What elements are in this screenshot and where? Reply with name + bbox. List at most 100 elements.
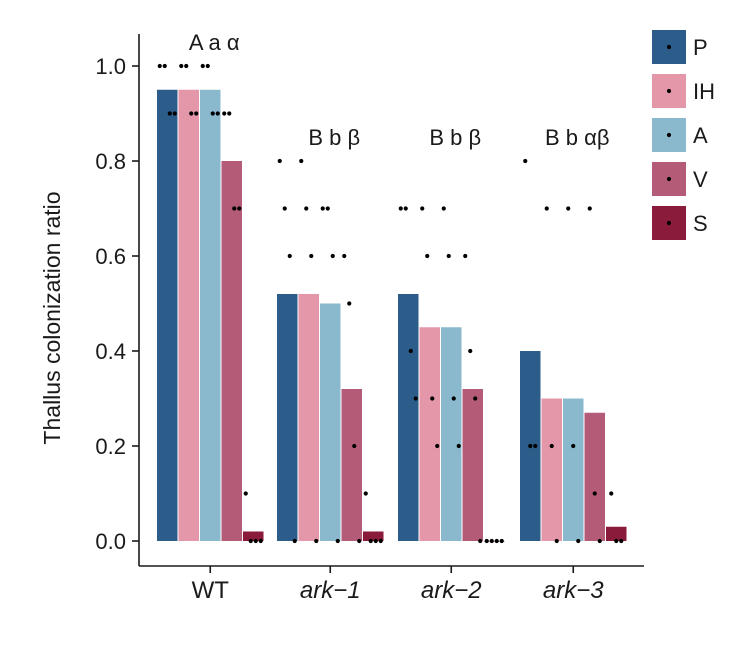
data-point: [403, 206, 408, 211]
data-point: [549, 443, 554, 449]
data-point: [484, 538, 489, 544]
data-point: [544, 206, 549, 211]
bar-ih-2: [298, 294, 319, 541]
axes-layer: [138, 34, 644, 567]
data-point: [347, 301, 352, 306]
legend: P IH AVS: [652, 30, 715, 240]
data-point: [200, 63, 205, 69]
x-ticks-layer: WT ark−1 ark−2 ark−3: [192, 566, 604, 604]
legend-label-a: A: [693, 123, 708, 148]
legend-dot: [666, 44, 672, 50]
data-point: [320, 206, 325, 211]
data-point: [478, 538, 483, 544]
bars-layer: [157, 89, 627, 542]
bar-ih-4: [541, 398, 562, 541]
data-point: [398, 206, 403, 211]
bar-a-4: [563, 398, 584, 541]
data-point: [172, 111, 177, 116]
bar-v-1: [221, 161, 242, 541]
data-point: [373, 538, 378, 544]
data-point: [282, 206, 287, 211]
data-point: [248, 538, 253, 544]
points-layer: [157, 63, 624, 544]
data-point: [587, 206, 592, 211]
data-point: [184, 63, 189, 69]
data-point: [277, 158, 282, 164]
bar-v-3: [462, 389, 483, 541]
y-ticks-layer: 0.0 0.2 0.4 0.6 0.8 1.0: [95, 54, 139, 554]
data-point: [237, 206, 242, 211]
data-point: [435, 443, 440, 449]
y-tick-label: 1.0: [95, 54, 126, 79]
x-tick-label: ark−2: [421, 577, 482, 604]
significance-label: B b β: [308, 125, 360, 150]
data-point: [210, 111, 215, 116]
y-axis-label: Thallus colonization ratio: [39, 191, 65, 444]
data-point: [451, 396, 456, 401]
x-tick-label: ark−3: [543, 577, 604, 604]
bar-p-2: [277, 294, 298, 541]
data-point: [619, 538, 624, 544]
legend-label-v: V: [693, 167, 708, 192]
legend-label-p: P: [693, 35, 708, 60]
data-point: [468, 348, 473, 354]
data-point: [523, 158, 528, 164]
legend-dot: [666, 132, 672, 138]
data-point: [215, 111, 220, 116]
legend-label-ih: IH: [693, 79, 715, 104]
bar-s-1: [243, 531, 264, 541]
data-point: [528, 443, 533, 449]
data-point: [408, 348, 413, 354]
bar-a-1: [200, 89, 221, 541]
data-point: [194, 111, 199, 116]
data-point: [314, 538, 319, 544]
bar-p-3: [398, 294, 419, 541]
data-point: [335, 538, 340, 544]
bar-s-4: [606, 526, 627, 541]
data-point: [571, 443, 576, 449]
bar-s-3: [484, 541, 505, 542]
data-point: [413, 396, 418, 401]
data-point: [189, 111, 194, 116]
data-point: [299, 158, 304, 164]
data-point: [309, 253, 314, 259]
data-point: [494, 538, 499, 544]
data-point: [499, 538, 504, 544]
y-tick-label: 0.0: [95, 529, 126, 554]
data-point: [330, 253, 335, 259]
data-point: [378, 538, 383, 544]
legend-dot: [666, 220, 672, 226]
y-tick-label: 0.8: [95, 149, 126, 174]
data-point: [446, 253, 451, 259]
data-point: [258, 538, 263, 544]
bar-v-4: [584, 412, 605, 541]
data-point: [614, 538, 619, 544]
y-tick-label: 0.6: [95, 244, 126, 269]
legend-dot: [666, 176, 672, 182]
bar-p-1: [157, 89, 178, 541]
data-point: [243, 491, 248, 496]
data-point: [325, 206, 330, 211]
x-tick-label: ark−1: [300, 577, 361, 604]
data-point: [232, 206, 237, 211]
data-point: [363, 491, 368, 496]
data-point: [430, 396, 435, 401]
data-point: [425, 253, 430, 259]
x-tick-label: WT: [192, 577, 230, 604]
data-point: [566, 206, 571, 211]
data-point: [162, 63, 167, 69]
legend-label-s: S: [693, 211, 708, 236]
significance-label: A a α: [189, 30, 240, 55]
data-point: [489, 538, 494, 544]
data-point: [253, 538, 258, 544]
bar-a-2: [320, 303, 341, 541]
data-point: [292, 538, 297, 544]
data-point: [205, 63, 210, 69]
data-point: [157, 63, 162, 69]
data-point: [463, 253, 468, 259]
data-point: [533, 443, 538, 449]
bar-ih-3: [419, 327, 440, 541]
data-point: [167, 111, 172, 116]
data-point: [287, 253, 292, 259]
